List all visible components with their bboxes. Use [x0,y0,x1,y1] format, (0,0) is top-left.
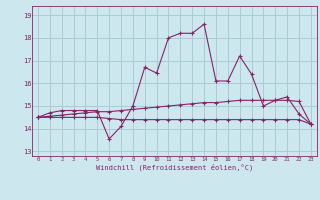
X-axis label: Windchill (Refroidissement éolien,°C): Windchill (Refroidissement éolien,°C) [96,163,253,171]
